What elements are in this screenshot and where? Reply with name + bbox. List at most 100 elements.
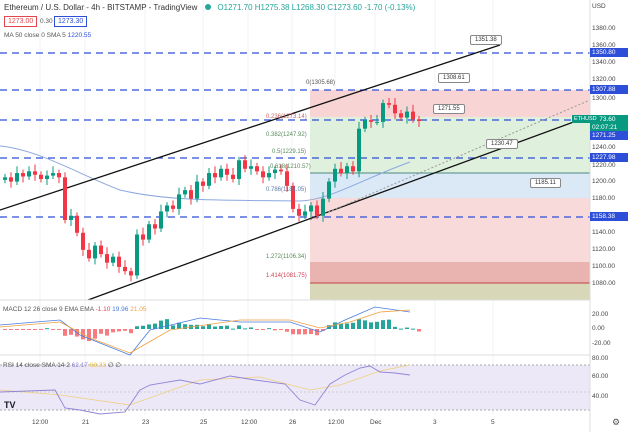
axis-tick: 1240.00 bbox=[592, 144, 616, 151]
macd-histogram-bar bbox=[363, 320, 367, 329]
axis-tick: 1220.00 bbox=[592, 162, 616, 169]
macd-histogram-bar bbox=[357, 319, 361, 329]
buy-button[interactable]: 1273.30 bbox=[54, 16, 88, 27]
macd-histogram-bar bbox=[303, 329, 307, 335]
macd-line bbox=[0, 306, 411, 356]
bar-countdown: 02:07:21 bbox=[592, 124, 618, 131]
candle bbox=[279, 169, 283, 172]
sell-button[interactable]: 1273.00 bbox=[4, 16, 38, 27]
candle bbox=[357, 128, 361, 172]
macd-histogram-bar bbox=[129, 329, 133, 334]
macd-histogram-bar bbox=[207, 323, 211, 329]
macd-histogram-bar bbox=[243, 328, 247, 330]
candle bbox=[219, 168, 223, 178]
time-label: 3 bbox=[433, 419, 437, 426]
candle bbox=[207, 173, 211, 186]
settings-gear-icon[interactable]: ⚙ bbox=[612, 417, 621, 427]
macd-histogram-bar bbox=[399, 328, 403, 330]
candle bbox=[417, 119, 421, 122]
macd-histogram-bar bbox=[297, 329, 301, 335]
horizontal-levels bbox=[0, 52, 590, 218]
rsi-tick: 40.00 bbox=[592, 393, 609, 400]
macd-histogram-bar bbox=[153, 323, 157, 329]
axis-tick: 1120.00 bbox=[592, 246, 616, 253]
candle bbox=[15, 173, 19, 182]
axis-tick: 1140.00 bbox=[592, 229, 616, 236]
level-tag: 1350.80 bbox=[590, 48, 628, 57]
candle bbox=[39, 174, 43, 180]
level-tag: 1158.38 bbox=[590, 212, 628, 221]
candle bbox=[63, 177, 67, 220]
macd-histogram-bar bbox=[27, 329, 31, 330]
candle bbox=[3, 177, 7, 180]
rsi-label: RSI 14 close SMA 14 2 bbox=[3, 362, 70, 369]
macd-histogram-bar bbox=[123, 329, 127, 331]
candle bbox=[195, 181, 199, 199]
candle bbox=[351, 166, 355, 172]
macd-histogram-bar bbox=[345, 323, 349, 329]
time-label: 12:00 bbox=[241, 419, 258, 426]
price-callout[interactable]: 1351.38 bbox=[470, 35, 502, 45]
chart-title: Ethereum / U.S. Dollar - 4h - BITSTAMP -… bbox=[4, 3, 198, 12]
candle bbox=[249, 166, 253, 169]
macd-histogram-bar bbox=[39, 329, 43, 330]
currency-label[interactable]: USD bbox=[592, 3, 606, 10]
candle bbox=[111, 256, 115, 263]
candle bbox=[21, 173, 25, 177]
axis-tick: 1360.00 bbox=[592, 42, 616, 49]
macd-histogram-bar bbox=[411, 328, 415, 330]
rsi-sma-line bbox=[0, 364, 411, 406]
candle bbox=[375, 121, 379, 123]
candle bbox=[309, 205, 313, 212]
macd-histogram-bar bbox=[273, 329, 277, 331]
macd-histogram-bar bbox=[201, 326, 205, 329]
macd-histogram-bar bbox=[249, 327, 253, 329]
macd-histogram-bar bbox=[279, 329, 283, 330]
axis-tick: 1380.00 bbox=[592, 25, 616, 32]
macd-histogram-bar bbox=[105, 329, 109, 336]
price-callout[interactable]: 1185.11 bbox=[530, 178, 561, 188]
time-label: Dec bbox=[370, 419, 382, 426]
macd-histogram-bar bbox=[351, 322, 355, 329]
price-callout[interactable]: 1308.61 bbox=[438, 73, 470, 83]
macd-histogram-bar bbox=[147, 324, 151, 329]
ma-legend[interactable]: MA 50 close 0 SMA 5 1220.55 bbox=[4, 32, 91, 39]
price-callout[interactable]: 1271.55 bbox=[433, 104, 465, 114]
candle bbox=[261, 171, 265, 178]
rsi-sma-value: 68.23 bbox=[89, 362, 107, 369]
candle bbox=[231, 174, 235, 180]
macd-histogram-bar bbox=[99, 329, 103, 334]
macd-histogram-bar bbox=[291, 329, 295, 335]
macd-histogram-bar bbox=[225, 325, 229, 329]
rsi-tick: 60.00 bbox=[592, 373, 609, 380]
candle bbox=[237, 160, 241, 180]
macd-label: MACD 12 26 close 9 EMA EMA bbox=[3, 306, 94, 313]
macd-histogram-bar bbox=[159, 320, 163, 329]
macd-histogram-bar bbox=[213, 326, 217, 329]
time-label: 12:00 bbox=[32, 419, 49, 426]
axis-tick: 1080.00 bbox=[592, 280, 616, 287]
macd-histogram-bar bbox=[135, 326, 139, 329]
macd-histogram-bar bbox=[255, 329, 259, 330]
macd-histogram-bar bbox=[15, 329, 19, 330]
macd-histogram-bar bbox=[183, 324, 187, 329]
macd-legend[interactable]: MACD 12 26 close 9 EMA EMA -1.10 19.96 2… bbox=[3, 306, 147, 313]
macd-histogram-bar bbox=[405, 327, 409, 329]
candle bbox=[291, 185, 295, 209]
candle bbox=[339, 168, 343, 174]
macd-histogram-bar bbox=[45, 328, 49, 330]
macd-histogram-bar bbox=[315, 329, 319, 336]
candle bbox=[405, 111, 409, 118]
chart-header: Ethereum / U.S. Dollar - 4h - BITSTAMP -… bbox=[4, 3, 415, 12]
axis-tick: 1180.00 bbox=[592, 195, 616, 202]
macd-histogram-bar bbox=[141, 325, 145, 329]
macd-histogram-bar bbox=[231, 328, 235, 330]
macd-histogram-bar bbox=[21, 329, 25, 330]
macd-histogram-bar bbox=[285, 329, 289, 332]
macd-histogram-bar bbox=[3, 329, 7, 330]
rsi-legend[interactable]: RSI 14 close SMA 14 2 62.17 68.23 ∅ ∅ bbox=[3, 361, 121, 369]
spread: 0.30 bbox=[40, 18, 53, 25]
price-callout[interactable]: 1230.47 bbox=[486, 139, 518, 149]
candle bbox=[75, 215, 79, 233]
